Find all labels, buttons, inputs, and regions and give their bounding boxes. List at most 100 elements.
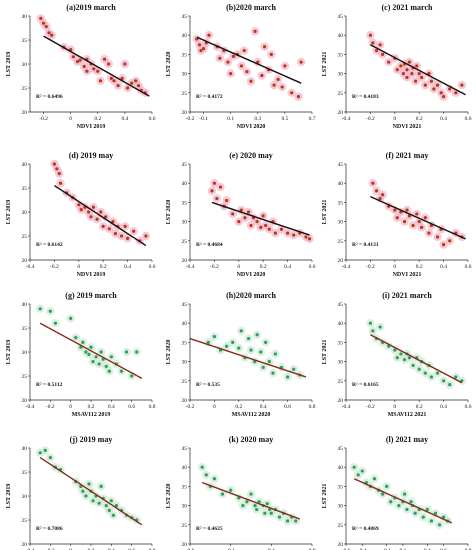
data-point xyxy=(198,43,201,46)
y-tick-label: 30 xyxy=(338,504,344,510)
y-tick-label: 30 xyxy=(338,72,344,78)
data-point xyxy=(274,352,277,355)
x-axis-label: NDVI 2020 xyxy=(237,272,266,278)
x-tick-label: 0.2 xyxy=(416,116,423,122)
data-point xyxy=(436,235,439,238)
data-point xyxy=(225,345,228,348)
data-point xyxy=(110,355,113,358)
data-point xyxy=(262,214,265,217)
data-point xyxy=(393,208,396,211)
y-tick-label: 40 xyxy=(182,465,188,471)
data-point xyxy=(379,43,382,46)
data-point xyxy=(440,91,443,94)
y-tick-label: 25 xyxy=(22,86,28,92)
data-point xyxy=(87,353,90,356)
y-tick-label: 40 xyxy=(338,321,344,327)
y-axis-label: LST 2021 xyxy=(322,340,328,365)
data-point xyxy=(410,72,413,75)
panel-title: (j) 2019 may xyxy=(70,435,113,444)
r-squared-label: R² = 0.6496 xyxy=(36,94,63,100)
data-point xyxy=(45,25,48,28)
y-tick-label: 35 xyxy=(22,470,28,476)
data-point xyxy=(134,79,137,82)
panel-title: (g) 2019 march xyxy=(65,291,117,300)
data-point xyxy=(243,49,246,52)
panel-6: (f) 2021 may202530354045-0.4 -0.2 0 0.2 0.4 0… xyxy=(322,151,472,278)
data-point xyxy=(369,34,372,37)
data-point xyxy=(210,189,213,192)
data-point xyxy=(403,492,406,495)
data-point xyxy=(50,34,53,37)
panel-title: (f) 2021 may xyxy=(386,151,429,160)
data-point xyxy=(237,220,240,223)
data-point xyxy=(371,329,374,332)
data-point xyxy=(259,350,262,353)
panel-title: (d) 2019 may xyxy=(69,151,113,160)
data-point xyxy=(281,85,284,88)
panel-title: (k) 2020 may xyxy=(229,435,273,444)
x-axis-label: MSAVI12 2020 xyxy=(232,412,271,418)
x-tick-label: -0.2 xyxy=(186,404,195,410)
data-point xyxy=(389,500,392,503)
y-tick-label: 35 xyxy=(338,484,344,490)
x-tick-label: 0.6 xyxy=(284,404,291,410)
data-point xyxy=(87,210,90,213)
data-point xyxy=(98,362,101,365)
data-point xyxy=(108,509,111,512)
data-point xyxy=(271,372,274,375)
x-tick-label: 0 xyxy=(69,116,72,122)
data-point xyxy=(123,62,126,65)
data-point xyxy=(397,504,400,507)
data-point xyxy=(84,494,87,497)
data-point xyxy=(89,346,92,349)
data-point xyxy=(54,322,57,325)
data-point xyxy=(256,333,259,336)
y-tick-label: 30 xyxy=(22,350,28,356)
data-point xyxy=(418,368,421,371)
y-tick-label: 45 xyxy=(182,14,188,20)
y-tick-label: 40 xyxy=(22,14,28,20)
y-tick-label: 30 xyxy=(182,504,188,510)
data-point xyxy=(415,64,418,67)
panel-9: (i) 2021 march202530354045-0.4 -0.2 0 0.2 0.… xyxy=(322,291,472,418)
data-point xyxy=(283,64,286,67)
data-point xyxy=(120,234,123,237)
x-tick-label: 0.4 xyxy=(440,404,447,410)
data-point xyxy=(237,347,240,350)
panel-1: (a)2019 march2025303540-0.2 0 0.2 0.4 0.6NDV… xyxy=(6,3,156,130)
y-axis-label: LST 2021 xyxy=(322,200,328,225)
y-axis-label: LST 2021 xyxy=(322,52,328,77)
y-tick-label: 45 xyxy=(182,302,188,308)
data-point xyxy=(226,60,229,63)
data-point xyxy=(105,504,108,507)
y-tick-label: 35 xyxy=(338,340,344,346)
data-point xyxy=(438,523,441,526)
data-point xyxy=(79,59,82,62)
data-point xyxy=(81,341,84,344)
y-tick-label: 30 xyxy=(22,210,28,216)
data-point xyxy=(436,84,439,87)
y-tick-label: 45 xyxy=(338,302,344,308)
data-point xyxy=(130,82,133,85)
data-point xyxy=(55,167,58,170)
data-point xyxy=(454,91,457,94)
x-axis-label: NDVI 2021 xyxy=(393,124,422,130)
data-point xyxy=(379,197,382,200)
data-point xyxy=(375,49,378,52)
data-point xyxy=(99,79,102,82)
data-point xyxy=(42,22,45,25)
r-squared-label: R² = 0.4684 xyxy=(196,242,223,248)
data-point xyxy=(218,57,221,60)
data-point xyxy=(304,235,307,238)
data-point xyxy=(396,216,399,219)
y-tick-label: 35 xyxy=(22,186,28,192)
data-point xyxy=(199,49,202,52)
panel-10: (j) 2019 may 20 25 30 35 40 -0.4 -0.2 0 0.2 0.4 0.6… xyxy=(6,435,156,550)
data-point xyxy=(44,449,47,452)
data-point xyxy=(420,76,423,79)
data-point xyxy=(87,482,90,485)
data-point xyxy=(297,95,300,98)
data-point xyxy=(219,185,222,188)
trend-line xyxy=(354,479,452,523)
data-point xyxy=(84,350,87,353)
